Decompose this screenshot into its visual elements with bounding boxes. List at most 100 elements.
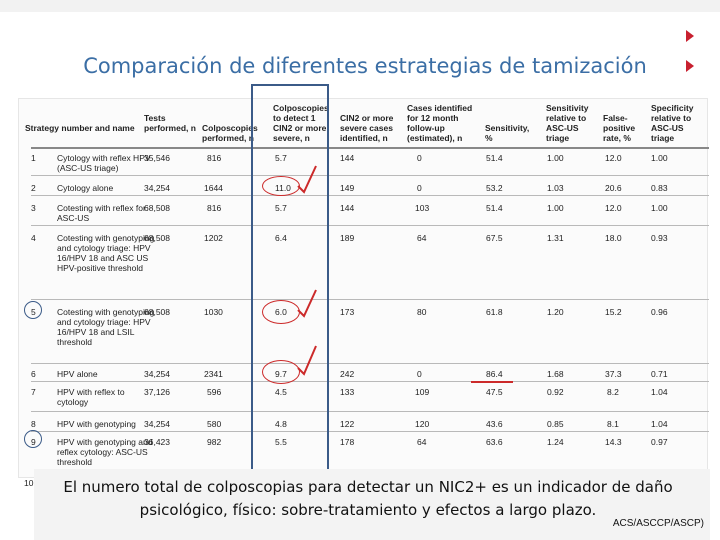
cell-colpo: 596 bbox=[207, 387, 222, 397]
red-circle-annotation bbox=[262, 176, 300, 196]
cell-fpr: 20.6 bbox=[605, 183, 622, 193]
citation: ACS/ASCCP/ASCP) bbox=[612, 518, 704, 529]
cell-colpo: 1030 bbox=[204, 307, 223, 317]
row-divider bbox=[31, 195, 709, 196]
cell-rel-sens: 1.68 bbox=[547, 369, 564, 379]
cell-per-cin2: 6.4 bbox=[275, 233, 287, 243]
row-number: 4 bbox=[31, 233, 36, 243]
cell-per-cin2: 4.8 bbox=[275, 419, 287, 429]
cell-fpr: 8.1 bbox=[607, 419, 619, 429]
cell-sens: 43.6 bbox=[486, 419, 503, 429]
cell-followup: 64 bbox=[417, 437, 427, 447]
cell-rel-sens: 1.03 bbox=[547, 183, 564, 193]
cell-cin2: 242 bbox=[340, 369, 355, 379]
header-cin2-cases: CIN2 or more severe cases identified, n bbox=[340, 113, 394, 143]
row-divider bbox=[31, 381, 709, 382]
cell-cin2: 173 bbox=[340, 307, 355, 317]
red-circle-annotation bbox=[262, 360, 300, 384]
row-divider bbox=[31, 299, 709, 300]
cell-sens: 51.4 bbox=[486, 153, 503, 163]
cell-followup: 0 bbox=[417, 369, 422, 379]
cell-per-cin2: 5.7 bbox=[275, 153, 287, 163]
cell-fpr: 12.0 bbox=[605, 203, 622, 213]
cell-tests: 34,254 bbox=[144, 369, 170, 379]
top-bar bbox=[0, 0, 720, 12]
row-name: HPV alone bbox=[57, 369, 98, 379]
cell-sens: 53.2 bbox=[486, 183, 503, 193]
red-underline-annotation bbox=[471, 381, 513, 383]
cell-rel-spec: 1.04 bbox=[651, 419, 668, 429]
caption-box bbox=[34, 469, 710, 540]
red-arrow-icon bbox=[686, 30, 694, 42]
row-divider bbox=[31, 411, 709, 412]
cell-tests: 34,254 bbox=[144, 183, 170, 193]
cell-followup: 103 bbox=[415, 203, 430, 213]
header-fpr: False-positive rate, % bbox=[603, 113, 636, 143]
cell-per-cin2: 5.5 bbox=[275, 437, 287, 447]
row-number: 1 bbox=[31, 153, 36, 163]
row-divider bbox=[31, 225, 709, 226]
cell-rel-spec: 1.04 bbox=[651, 387, 668, 397]
cell-colpo: 580 bbox=[207, 419, 222, 429]
row-number: 10 bbox=[24, 478, 34, 488]
cell-rel-spec: 0.71 bbox=[651, 369, 668, 379]
cell-cin2: 144 bbox=[340, 203, 355, 213]
cell-followup: 0 bbox=[417, 153, 422, 163]
cell-tests: 68,508 bbox=[144, 233, 170, 243]
row-name: Cytology alone bbox=[57, 183, 114, 193]
cell-rel-sens: 1.00 bbox=[547, 203, 564, 213]
row-name: HPV with reflex to cytology bbox=[57, 387, 125, 407]
check-mark-icon bbox=[297, 345, 317, 376]
cell-rel-sens: 1.24 bbox=[547, 437, 564, 447]
cell-per-cin2: 4.5 bbox=[275, 387, 287, 397]
header-tests: Tests performed, n bbox=[144, 113, 196, 133]
cell-fpr: 14.3 bbox=[605, 437, 622, 447]
cell-sens: 86.4 bbox=[486, 369, 503, 379]
cell-sens: 47.5 bbox=[486, 387, 503, 397]
cell-sens: 67.5 bbox=[486, 233, 503, 243]
row-divider bbox=[31, 175, 709, 176]
header-sensitivity: Sensitivity, % bbox=[485, 123, 530, 143]
cell-tests: 68,508 bbox=[144, 307, 170, 317]
cell-colpo: 1202 bbox=[204, 233, 223, 243]
cell-rel-spec: 0.96 bbox=[651, 307, 668, 317]
cell-tests: 37,126 bbox=[144, 387, 170, 397]
header-followup: Cases identified for 12 month follow-up … bbox=[407, 103, 473, 143]
cell-rel-spec: 1.00 bbox=[651, 153, 668, 163]
cell-fpr: 37.3 bbox=[605, 369, 622, 379]
cell-followup: 80 bbox=[417, 307, 427, 317]
row-divider bbox=[31, 363, 709, 364]
row-number: 7 bbox=[31, 387, 36, 397]
cell-sens: 63.6 bbox=[486, 437, 503, 447]
cell-fpr: 18.0 bbox=[605, 233, 622, 243]
cell-colpo: 982 bbox=[207, 437, 222, 447]
cell-cin2: 149 bbox=[340, 183, 355, 193]
cell-tests: 36,423 bbox=[144, 437, 170, 447]
cell-per-cin2: 5.7 bbox=[275, 203, 287, 213]
cell-followup: 0 bbox=[417, 183, 422, 193]
row-number: 2 bbox=[31, 183, 36, 193]
header-colpo-per-cin2: Colposcopies to detect 1 CIN2 or more se… bbox=[273, 103, 329, 143]
header-rel-sensitivity: Sensitivity relative to ASC-US triage bbox=[546, 103, 589, 143]
cell-sens: 61.8 bbox=[486, 307, 503, 317]
cell-followup: 120 bbox=[415, 419, 430, 429]
cell-rel-spec: 1.00 bbox=[651, 203, 668, 213]
cell-tests: 34,254 bbox=[144, 419, 170, 429]
cell-fpr: 8.2 bbox=[607, 387, 619, 397]
header-rel-specificity: Specificity relative to ASC-US triage bbox=[651, 103, 694, 143]
row-name: HPV with genotyping and reflex cytology:… bbox=[57, 437, 153, 467]
blue-circle-annotation bbox=[24, 301, 42, 319]
cell-colpo: 816 bbox=[207, 153, 222, 163]
cell-cin2: 144 bbox=[340, 153, 355, 163]
row-name: Cotesting with genotyping and cytology t… bbox=[57, 307, 155, 347]
cell-fpr: 15.2 bbox=[605, 307, 622, 317]
cell-rel-sens: 0.92 bbox=[547, 387, 564, 397]
cell-rel-sens: 1.31 bbox=[547, 233, 564, 243]
cell-rel-spec: 0.83 bbox=[651, 183, 668, 193]
strategy-table: Strategy number and name Tests performed… bbox=[18, 98, 709, 478]
cell-rel-spec: 0.93 bbox=[651, 233, 668, 243]
check-mark-icon bbox=[297, 289, 317, 318]
cell-rel-sens: 0.85 bbox=[547, 419, 564, 429]
slide-title: Comparación de diferentes estrategias de… bbox=[83, 54, 647, 78]
cell-colpo: 816 bbox=[207, 203, 222, 213]
